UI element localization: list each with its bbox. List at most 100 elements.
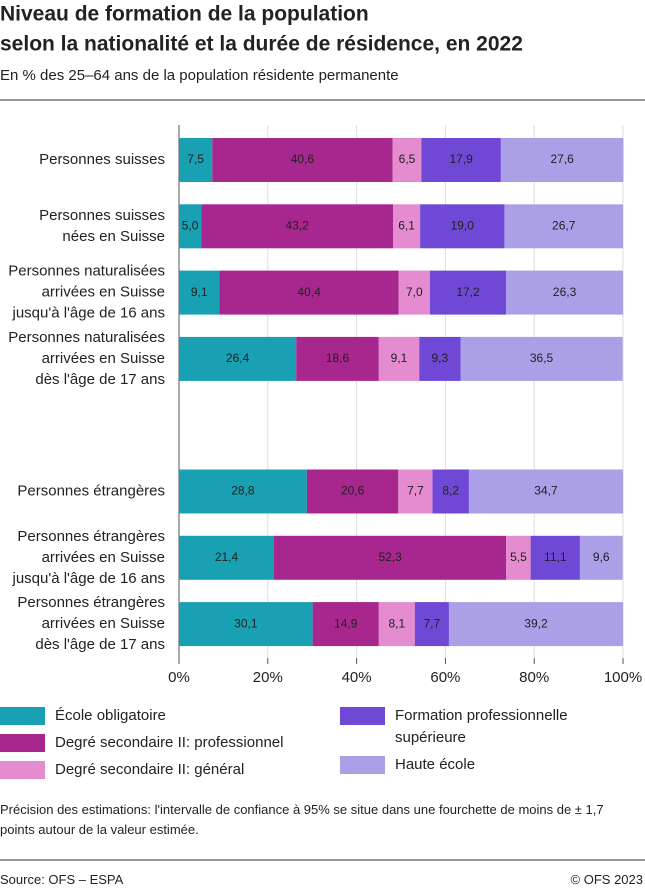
bar-segment xyxy=(420,204,505,249)
value-label: 9,1 xyxy=(391,351,408,365)
value-label: 19,0 xyxy=(451,218,475,232)
bar-segment xyxy=(429,270,507,315)
bar-segment xyxy=(460,336,623,381)
value-label: 5,5 xyxy=(510,550,527,564)
bar-segment xyxy=(506,535,531,580)
value-label: 28,8 xyxy=(231,484,255,498)
chart-subtitle: En % des 25–64 ans de la population rési… xyxy=(0,67,399,84)
bar-segment xyxy=(468,469,623,514)
bar-segment xyxy=(392,138,422,182)
legend-label: Degré secondaire II: professionnel xyxy=(55,734,284,751)
value-label: 26,4 xyxy=(226,351,250,365)
bar-segment xyxy=(500,138,624,182)
value-label: 8,1 xyxy=(388,616,405,630)
value-label: 8,2 xyxy=(442,484,459,498)
source: Source: OFS – ESPA xyxy=(0,872,124,887)
x-tick-label: 60% xyxy=(430,669,460,686)
value-label: 17,9 xyxy=(449,152,473,166)
bar-segment xyxy=(530,535,580,580)
category-label: dès l'âge de 17 ans xyxy=(35,371,165,388)
bar-segment xyxy=(201,204,394,249)
value-label: 34,7 xyxy=(534,484,558,498)
bar-segment xyxy=(274,535,507,580)
bar-segment xyxy=(179,138,213,182)
copyright: © OFS 2023 xyxy=(570,872,643,887)
value-label: 40,4 xyxy=(297,285,321,299)
value-label: 6,5 xyxy=(399,152,416,166)
legend-item: Degré secondaire II: professionnel xyxy=(0,734,335,754)
bar-segment xyxy=(378,336,420,381)
x-tick-label: 0% xyxy=(168,669,190,686)
x-tick-label: 80% xyxy=(519,669,549,686)
legend-swatch xyxy=(0,734,45,752)
x-tick-label: 20% xyxy=(253,669,283,686)
value-label: 39,2 xyxy=(524,616,548,630)
chart-title: selon la nationalité et la durée de rési… xyxy=(0,33,523,56)
bar-segment xyxy=(179,469,307,514)
legend-swatch xyxy=(0,707,45,725)
bar-segment xyxy=(504,204,623,249)
category-label: arrivées en Suisse xyxy=(42,284,165,301)
bar-segment xyxy=(179,204,202,249)
category-label: arrivées en Suisse xyxy=(42,549,165,566)
bar-segment xyxy=(179,336,297,381)
x-tick-label: 40% xyxy=(342,669,372,686)
category-label: Personnes naturalisées xyxy=(8,329,165,346)
legend-item: Formation professionnelle supérieure xyxy=(340,707,605,749)
legend-item: École obligatoire xyxy=(0,707,335,727)
legend-swatch xyxy=(0,761,45,779)
value-label: 36,5 xyxy=(530,351,554,365)
chart-title: Niveau de formation de la population xyxy=(0,3,369,26)
x-tick-label: 100% xyxy=(604,669,642,686)
legend-label: Haute école xyxy=(395,756,476,773)
value-label: 6,1 xyxy=(398,218,415,232)
bar-segment xyxy=(393,204,421,249)
bar-segment xyxy=(421,138,501,182)
bar-segment xyxy=(419,336,461,381)
bar-segment xyxy=(398,469,433,514)
legend-swatch xyxy=(340,707,385,725)
category-label: Personnes étrangères xyxy=(17,594,165,611)
value-label: 11,1 xyxy=(544,550,567,564)
legend-label: Degré secondaire II: général xyxy=(55,761,245,778)
bar-segment xyxy=(432,469,469,514)
bar-segment xyxy=(219,270,399,315)
value-label: 9,1 xyxy=(191,285,208,299)
bar-segment xyxy=(296,336,379,381)
legend-item: Degré secondaire II: général xyxy=(0,761,335,781)
note: Précision des estimations: l'intervalle … xyxy=(0,802,604,837)
category-label: jusqu'à l'âge de 16 ans xyxy=(11,570,165,587)
legend-item: Haute école xyxy=(340,756,605,776)
value-label: 30,1 xyxy=(234,616,258,630)
value-label: 9,6 xyxy=(593,550,610,564)
legend-swatch xyxy=(340,756,385,774)
category-label: jusqu'à l'âge de 16 ans xyxy=(11,305,165,322)
bar-segment xyxy=(506,270,623,315)
value-label: 7,5 xyxy=(187,152,204,166)
value-label: 18,6 xyxy=(326,351,350,365)
legend-label: École obligatoire xyxy=(55,707,166,724)
bar-segment xyxy=(179,535,275,580)
value-label: 14,9 xyxy=(334,616,358,630)
bar-segment xyxy=(579,535,623,580)
bar-segment xyxy=(306,469,399,514)
bar-segment xyxy=(312,602,379,647)
bar-segment xyxy=(398,270,430,315)
value-label: 7,7 xyxy=(424,616,441,630)
bar-segment xyxy=(212,138,393,182)
category-label: nées en Suisse xyxy=(62,228,165,245)
value-label: 26,7 xyxy=(552,218,576,232)
value-label: 5,0 xyxy=(182,218,199,232)
bar-segment xyxy=(414,602,449,647)
category-label: dès l'âge de 17 ans xyxy=(35,636,165,653)
category-label: arrivées en Suisse xyxy=(42,350,165,367)
value-label: 21,4 xyxy=(215,550,239,564)
bar-segment xyxy=(179,270,220,315)
value-label: 20,6 xyxy=(341,484,365,498)
bar-segment xyxy=(378,602,415,647)
category-label: Personnes suisses xyxy=(39,151,165,168)
value-label: 40,6 xyxy=(291,152,315,166)
category-label: Personnes étrangères xyxy=(17,482,165,499)
